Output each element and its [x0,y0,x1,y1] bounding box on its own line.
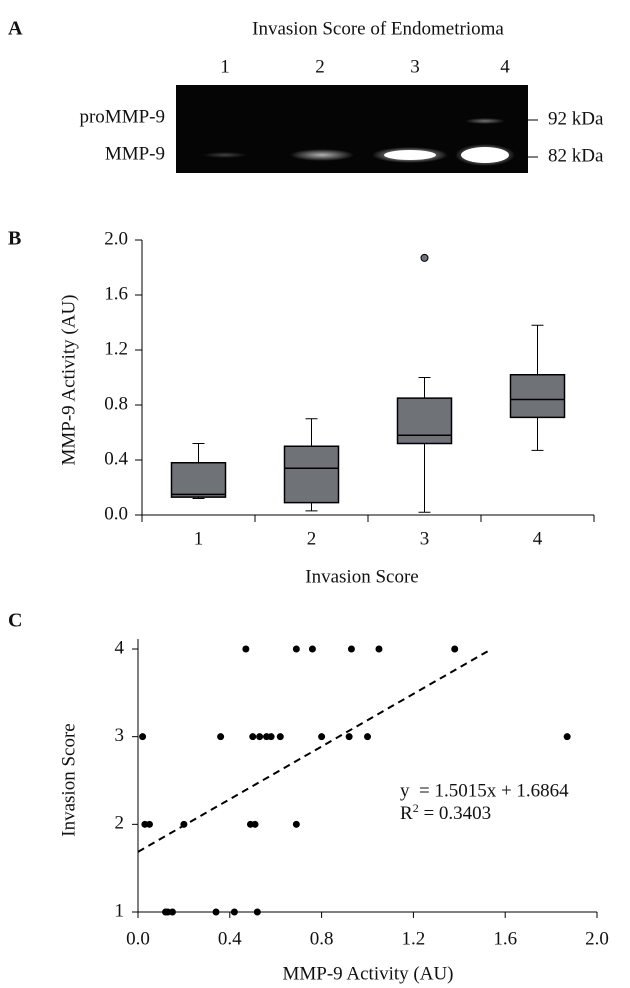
point [364,733,371,741]
x-tick-label: 1 [194,528,204,549]
panel-label: C [8,610,22,632]
lane-label: 1 [220,56,230,77]
point [145,820,153,828]
x-axis-title: Invasion Score [305,566,418,587]
point [217,733,225,741]
panel-label: A [8,18,23,40]
gel-title: Invasion Score of Endometrioma [252,18,504,39]
point [253,908,261,916]
box [509,374,566,419]
gel-bands [203,118,515,166]
point [180,820,188,828]
point [318,733,326,741]
y-tick-label: 3 [115,725,125,746]
box [396,397,453,445]
point [242,645,250,653]
band-size: 92 kDa [548,108,604,129]
r2-symbol: R [400,803,413,824]
point [168,908,176,916]
x-tick-label: 4 [533,528,543,549]
point [292,820,300,828]
y-tick-label: 2 [115,813,125,834]
trend-equation: y = 1.5015x + 1.6864 [400,780,569,801]
r2-exponent: 2 [413,801,419,815]
y-tick-label: 4 [115,637,125,658]
point [347,645,355,653]
x-tick-label: 2 [307,528,317,549]
x-tick-label: 1.2 [402,928,426,949]
point [249,733,257,741]
point [230,908,238,916]
trend-line [137,648,493,853]
y-tick-label: 1 [115,900,125,921]
band-size: 82 kDa [548,145,604,166]
y-tick-label: 1.6 [104,283,128,304]
y-tick-label: 2.0 [104,228,128,249]
y-tick-label: 1.2 [104,338,128,359]
lane-label: 3 [410,56,420,77]
point [276,733,284,741]
point [451,645,459,653]
y-tick-label: 0.0 [104,503,128,524]
r-squared: R2 = 0.3403 [400,801,491,825]
x-tick-label: 2.0 [585,928,609,949]
x-tick-label: 0.0 [126,928,150,949]
band-name: proMMP-9 [79,106,165,127]
x-tick-label: 0.8 [310,928,334,949]
y-tick-label: 0.4 [104,448,128,469]
x-tick-label: 1.6 [493,928,517,949]
point [256,733,264,741]
point [139,733,147,741]
point [212,908,220,916]
y-tick-label: 0.8 [104,393,128,414]
band-name: MMP-9 [105,143,165,164]
point [267,733,275,741]
r2-text: = 0.3403 [419,803,491,824]
point [375,645,383,653]
y-axis-title: MMP-9 Activity (AU) [58,295,79,466]
x-tick-label: 3 [420,528,430,549]
lane-label: 4 [500,56,510,77]
point [251,820,259,828]
x-tick-label: 0.4 [218,928,242,949]
point [308,645,316,653]
outlier [420,253,429,262]
point [292,645,300,653]
lane-label: 2 [315,56,325,77]
point [345,733,353,741]
box [170,462,227,498]
y-axis-title: Invasion Score [58,723,79,836]
box [283,445,340,504]
point [563,733,571,741]
panel-label: B [8,228,21,250]
x-axis-title: MMP-9 Activity (AU) [283,963,454,984]
